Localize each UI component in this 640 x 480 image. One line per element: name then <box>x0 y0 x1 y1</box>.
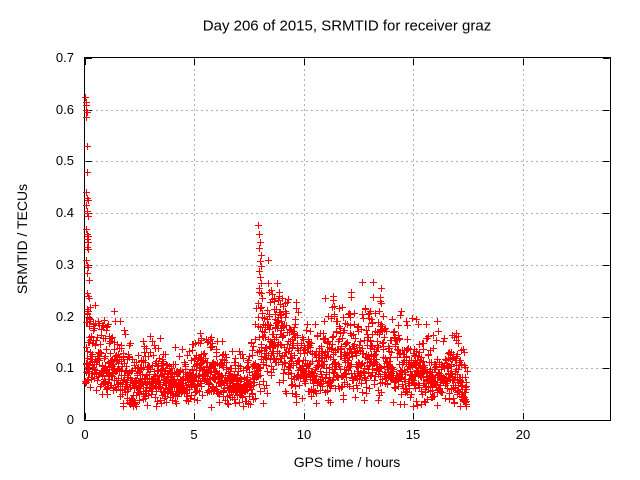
data-points <box>82 94 471 411</box>
y-tick-label: 0.3 <box>55 257 74 272</box>
x-tick-label: 10 <box>296 427 312 442</box>
x-tick-label: 15 <box>405 427 421 442</box>
x-tick-label: 20 <box>515 427 531 442</box>
y-tick-label: 0.6 <box>55 102 74 117</box>
chart-title: Day 206 of 2015, SRMTID for receiver gra… <box>202 17 492 35</box>
axis-ticks <box>85 58 610 421</box>
y-tick-label: 0.2 <box>55 309 74 324</box>
y-axis-label: SRMTID / TECUs <box>14 183 30 295</box>
y-tick-label: 0.7 <box>55 50 74 65</box>
x-axis-label: GPS time / hours <box>293 454 401 470</box>
y-tick-label: 0.5 <box>55 153 74 168</box>
y-tick-label: 0.1 <box>55 360 74 375</box>
y-tick-label: 0.4 <box>55 205 74 220</box>
y-tick-label: 0 <box>66 412 74 427</box>
x-tick-label: 5 <box>190 427 198 442</box>
x-tick-label: 0 <box>81 427 89 442</box>
